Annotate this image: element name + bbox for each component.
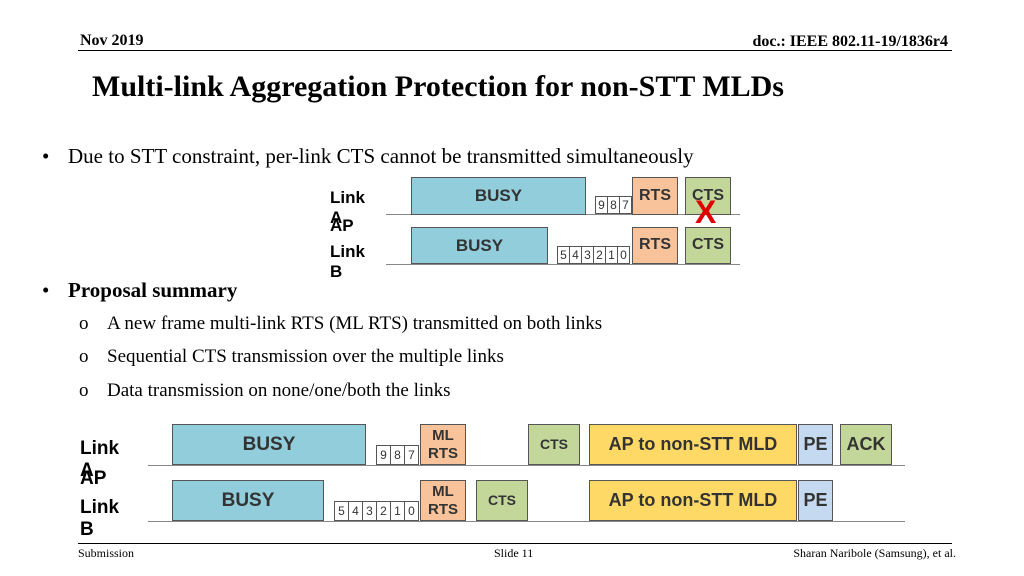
bullet-dot: • [42,278,50,302]
sub-bullet-data-transmission: o Data transmission on none/one/both the… [79,380,451,402]
diagram1-label-link-a: Link A [330,188,365,227]
sub-bullet-marker: o [79,380,89,401]
sub-bullet-marker: o [79,346,89,367]
diagram2-link-b-backoff: 5 4 3 2 1 0 [334,501,419,521]
diagram2-label-link-a: Link A [80,438,120,481]
backoff-slot: 5 [335,502,349,520]
footer-submission: Submission [78,546,135,560]
diagram1-link-b-rts: RTS [632,227,678,264]
footer-slide-number: Slide 11 [494,546,534,560]
slide-title: Multi-link Aggregation Protection for no… [92,70,784,103]
sub-bullet-text: Data transmission on none/one/both the l… [107,380,451,401]
backoff-slot: 8 [608,197,620,213]
backoff-slot: 0 [620,248,627,262]
bullet-proposal-summary: • Proposal summary [42,278,238,303]
sub-bullet-marker: o [79,313,89,334]
diagram1-link-a-cts: CTS [685,177,731,215]
diagram1-link-a-busy: BUSY [411,177,586,215]
diagram2-link-a-backoff: 9 8 7 [376,445,419,465]
footer-divider [78,543,952,544]
backoff-slot: 2 [594,247,606,263]
diagram2-link-a-ack: ACK [840,424,892,465]
sub-bullet-text: Sequential CTS transmission over the mul… [107,346,504,367]
diagram1-link-a-backoff: 9 8 7 [595,196,632,214]
backoff-slot: 9 [596,197,608,213]
sub-bullet-sequential-cts: o Sequential CTS transmission over the m… [79,346,504,368]
sub-bullet-ml-rts: o A new frame multi-link RTS (ML RTS) tr… [79,313,603,335]
backoff-slot: 8 [391,446,405,464]
backoff-slot: 5 [558,247,570,263]
header-doc-id: doc.: IEEE 802.11-19/1836r4 [752,33,948,50]
diagram2-link-a-data: AP to non-STT MLD [589,424,797,465]
header-date: Nov 2019 [80,32,144,49]
diagram1-label-link-b: Link B [330,242,365,281]
backoff-slot: 9 [377,446,391,464]
sub-bullet-text: A new frame multi-link RTS (ML RTS) tran… [107,313,603,334]
backoff-slot: 7 [408,448,415,462]
backoff-slot: 3 [582,247,594,263]
diagram1-link-b-backoff: 5 4 3 2 1 0 [557,246,630,264]
diagram2-link-b-pe: PE [798,480,833,521]
diagram2-link-a-ml-rts: ML RTS [420,424,466,465]
diagram2-link-b-cts: CTS [476,480,528,521]
conflict-x-mark: X [695,194,717,230]
backoff-slot: 2 [377,502,391,520]
diagram2-label-ap: AP [80,468,107,489]
header-divider [78,50,952,51]
backoff-slot: 4 [349,502,363,520]
diagram1-link-b-cts: CTS [685,227,731,264]
bullet-text: Due to STT constraint, per-link CTS cann… [68,144,694,168]
diagram2-link-a-busy: BUSY [172,424,366,465]
diagram1-label-ap: AP [330,216,354,235]
diagram2-label-link-b: Link B [80,497,120,540]
diagram2-link-b-busy: BUSY [172,480,324,521]
bullet-text: Proposal summary [68,278,238,302]
diagram2-link-b-data: AP to non-STT MLD [589,480,797,521]
diagram2-link-b-axis [148,521,905,522]
diagram2-link-b-ml-rts: ML RTS [420,480,466,521]
footer-authors: Sharan Naribole (Samsung), et al. [793,546,956,560]
diagram2-link-a-axis [148,465,905,466]
backoff-slot: 0 [408,504,415,518]
diagram1-link-b-busy: BUSY [411,227,548,264]
diagram2-link-a-pe: PE [798,424,833,465]
bullet-stt-constraint: • Due to STT constraint, per-link CTS ca… [42,144,694,169]
bullet-dot: • [42,144,50,168]
backoff-slot: 4 [570,247,582,263]
backoff-slot: 3 [363,502,377,520]
diagram2-link-a-cts: CTS [528,424,580,465]
backoff-slot: 1 [391,502,405,520]
diagram1-link-a-rts: RTS [632,177,678,215]
diagram1-link-b-axis [386,264,740,265]
backoff-slot: 1 [606,247,618,263]
backoff-slot: 7 [622,198,629,212]
